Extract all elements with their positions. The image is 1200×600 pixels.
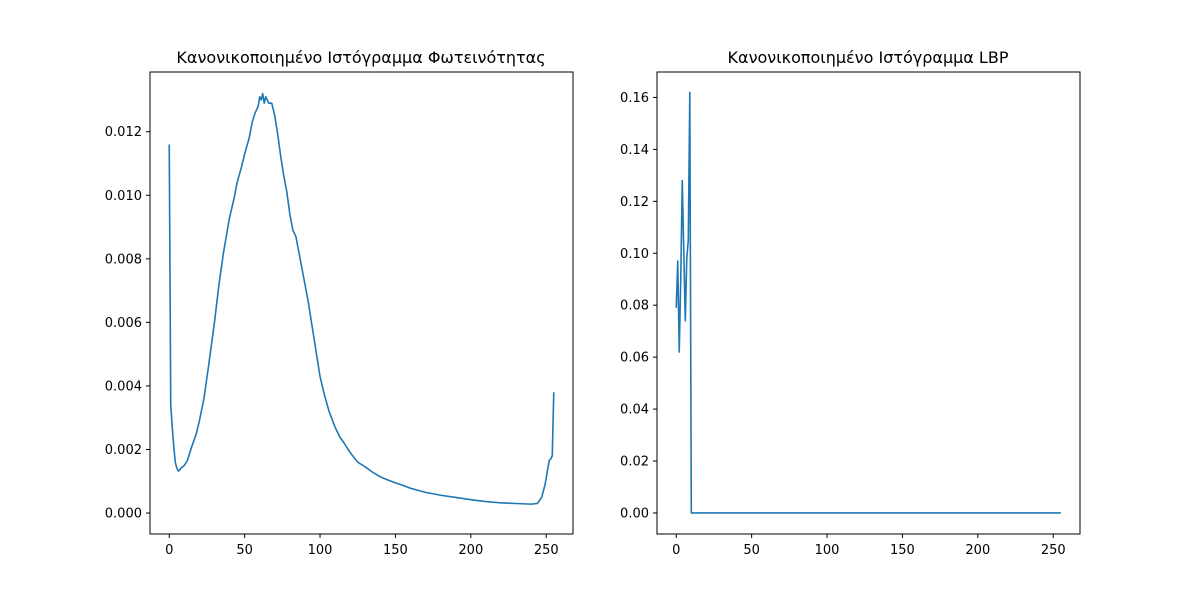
luminance-y-tick-label: 0.006 [105,316,142,331]
luminance-histogram-axes-frame [149,71,574,535]
luminance-y-tick-label: 0.002 [105,443,142,458]
lbp-x-tick-label: 200 [965,543,990,558]
luminance-y-tick-label: 0.004 [105,379,142,394]
lbp-y-tick-label: 0.10 [620,247,649,262]
lbp-y-tick-label: 0.00 [620,506,649,521]
luminance-histogram-title: Κανονικοποιημένο Ιστόγραμμα Φωτεινότητας [176,48,545,67]
lbp-y-tick-label: 0.06 [620,351,649,366]
lbp-x-tick-label: 100 [815,543,840,558]
lbp-y-tick-label: 0.16 [620,91,649,106]
luminance-histogram-plot-area [168,92,555,505]
luminance-y-tick-label: 0.012 [105,125,142,140]
lbp-x-tick-label: 250 [1041,543,1066,558]
luminance-y-tick-label: 0.000 [105,507,142,522]
luminance-x-tick-label: 100 [308,543,333,558]
lbp-y-tick-label: 0.04 [620,403,649,418]
lbp-x-tick-label: 150 [890,543,915,558]
lbp-histogram-title: Κανονικοποιημένο Ιστόγραμμα LBP [728,48,1009,67]
luminance-series-line-0 [168,92,555,505]
lbp-series-line-0 [675,91,1061,514]
lbp-x-tick-label: 0 [672,543,680,558]
luminance-x-tick-label: 150 [383,543,408,558]
luminance-histogram-panel: Κανονικοποιημένο Ιστόγραμμα Φωτεινότητας… [105,48,574,558]
lbp-x-tick-label: 50 [743,543,760,558]
luminance-x-tick-label: 50 [236,543,253,558]
lbp-histogram-axes-frame [656,71,1081,535]
luminance-x-tick-label: 250 [534,543,559,558]
lbp-histogram-panel: Κανονικοποιημένο Ιστόγραμμα LBP 0 50 100 15… [620,48,1081,558]
luminance-y-tick-label: 0.010 [105,189,142,204]
luminance-x-tick-label: 200 [458,543,483,558]
lbp-y-tick-label: 0.12 [620,195,649,210]
lbp-y-tick-label: 0.02 [620,455,649,470]
luminance-y-tick-label: 0.008 [105,252,142,267]
lbp-y-tick-label: 0.08 [620,299,649,314]
lbp-histogram-plot-area [675,91,1061,514]
lbp-y-tick-label: 0.14 [620,143,649,158]
luminance-x-tick-label: 0 [165,543,173,558]
